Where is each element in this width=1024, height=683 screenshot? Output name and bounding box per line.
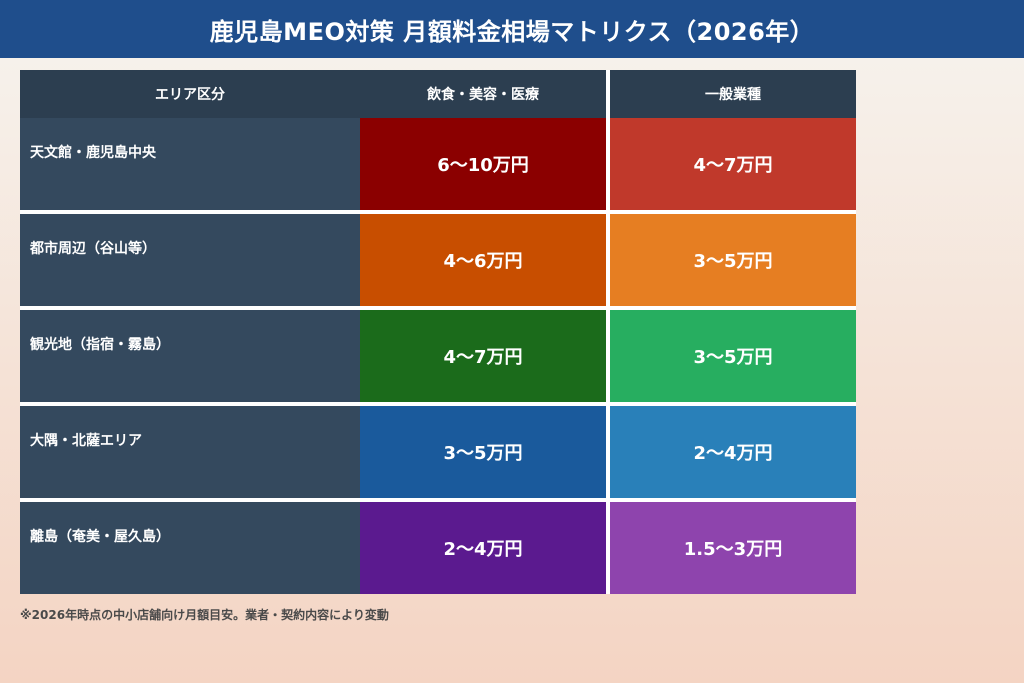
area-cell: 大隅・北薩エリア: [20, 402, 360, 500]
price-cell-food-beauty-medical: 2〜4万円: [360, 498, 610, 594]
area-cell: 観光地（指宿・霧島）: [20, 306, 360, 404]
price-matrix-table: エリア区分 飲食・美容・医療 一般業種 天文館・鹿児島中央 6〜10万円 4〜7万円…: [20, 70, 856, 594]
price-cell-food-beauty-medical: 4〜6万円: [360, 210, 610, 308]
area-label: 天文館・鹿児島中央: [30, 145, 156, 161]
area-label: 大隅・北薩エリア: [30, 433, 142, 449]
table-row: 観光地（指宿・霧島） 4〜7万円 3〜5万円: [20, 306, 856, 404]
column-header-general: 一般業種: [608, 70, 856, 118]
price-cell-general: 4〜7万円: [608, 118, 856, 212]
area-cell: 天文館・鹿児島中央: [20, 118, 360, 212]
price-cell-general: 1.5〜3万円: [608, 498, 856, 594]
header-row: エリア区分 飲食・美容・医療 一般業種: [20, 70, 856, 118]
column-header-area: エリア区分: [20, 70, 360, 118]
footnote: ※2026年時点の中小店舗向け月額目安。業者・契約内容により変動: [20, 608, 389, 622]
area-label: 都市周辺（谷山等）: [30, 241, 156, 257]
table-row: 都市周辺（谷山等） 4〜6万円 3〜5万円: [20, 210, 856, 308]
price-cell-food-beauty-medical: 6〜10万円: [360, 118, 610, 212]
area-label: 観光地（指宿・霧島）: [30, 337, 170, 353]
area-cell: 都市周辺（谷山等）: [20, 210, 360, 308]
table-row: 天文館・鹿児島中央 6〜10万円 4〜7万円: [20, 118, 856, 212]
area-cell: 離島（奄美・屋久島）: [20, 498, 360, 594]
price-cell-general: 2〜4万円: [608, 402, 856, 500]
price-cell-general: 3〜5万円: [608, 210, 856, 308]
page-title: 鹿児島MEO対策 月額料金相場マトリクス（2026年）: [0, 0, 1024, 58]
area-label: 離島（奄美・屋久島）: [30, 529, 170, 545]
table-row: 大隅・北薩エリア 3〜5万円 2〜4万円: [20, 402, 856, 500]
price-cell-food-beauty-medical: 4〜7万円: [360, 306, 610, 404]
price-cell-food-beauty-medical: 3〜5万円: [360, 402, 610, 500]
column-header-food-beauty-medical: 飲食・美容・医療: [360, 70, 610, 118]
price-cell-general: 3〜5万円: [608, 306, 856, 404]
table-row: 離島（奄美・屋久島） 2〜4万円 1.5〜3万円: [20, 498, 856, 594]
